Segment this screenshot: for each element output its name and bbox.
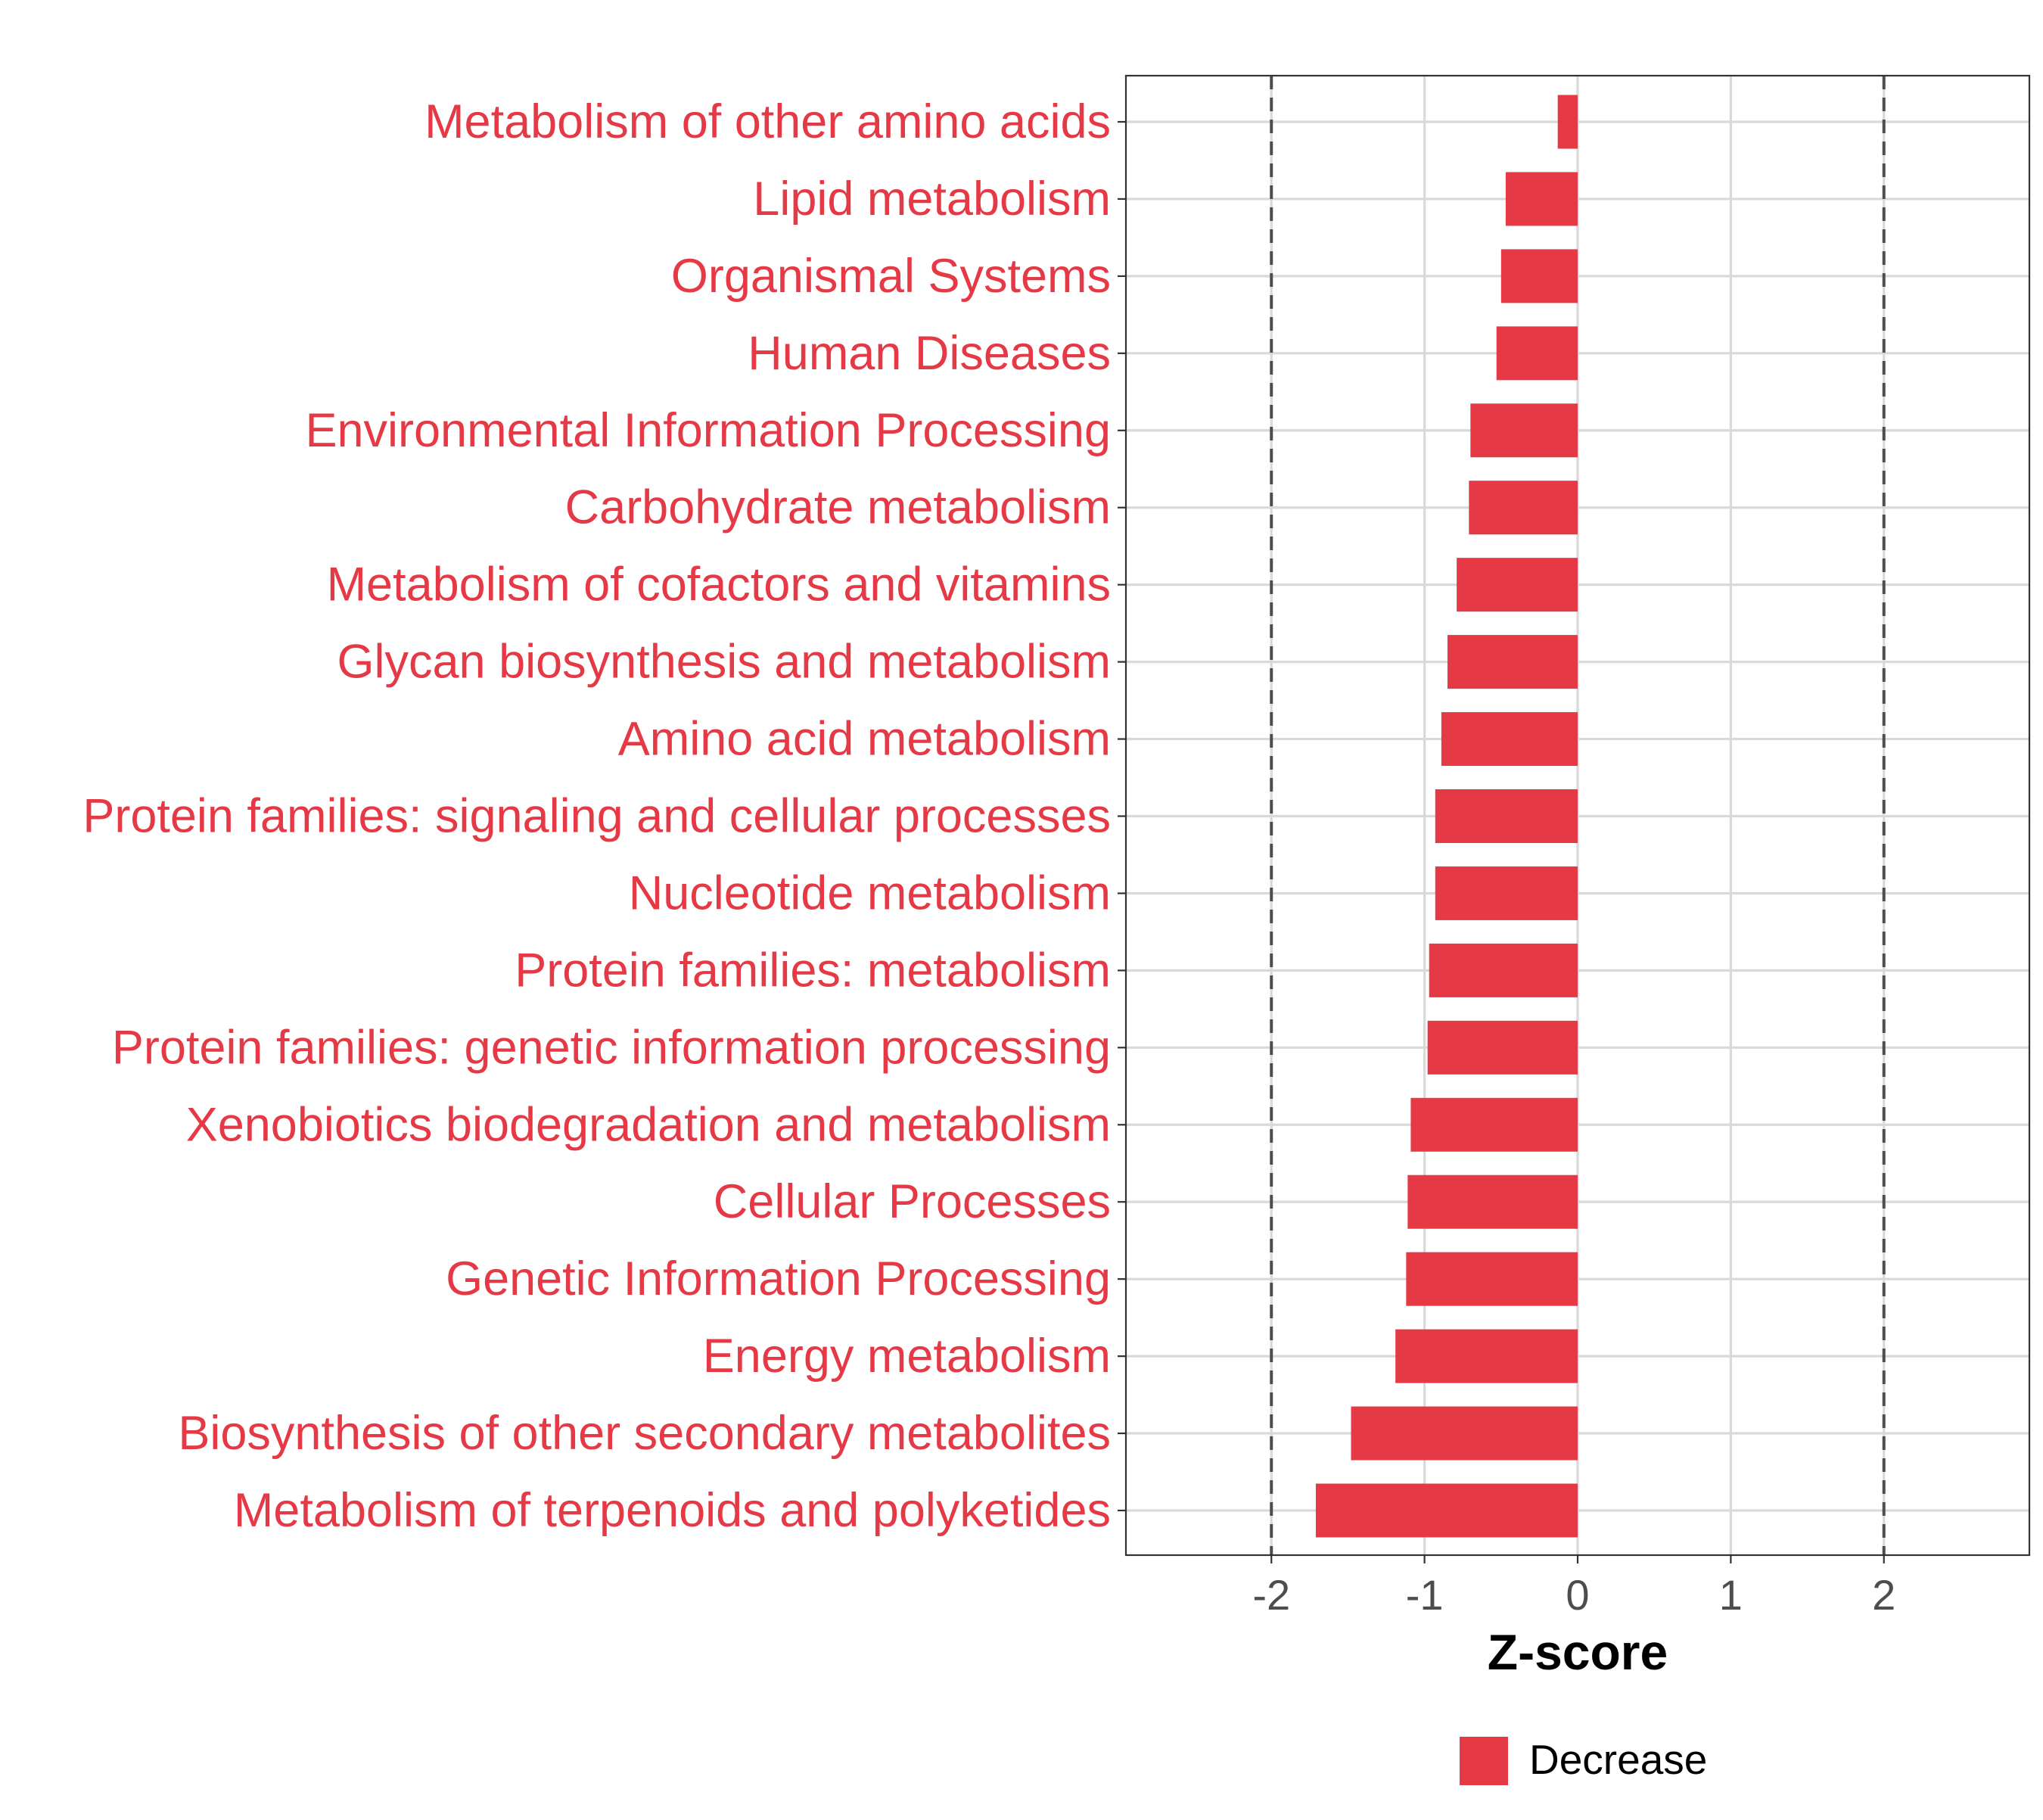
bar <box>1427 1020 1578 1075</box>
bar <box>1470 403 1578 458</box>
reference-lines <box>1270 76 1886 1555</box>
category-label: Carbohydrate metabolism <box>565 481 1111 534</box>
legend-label-decrease: Decrease <box>1529 1736 1707 1783</box>
x-axis-title: Z-score <box>1488 1624 1668 1680</box>
x-axis-ticks: -2 -1 0 1 2 <box>1252 1555 1895 1619</box>
bar <box>1435 789 1578 843</box>
x-tick-label: 0 <box>1566 1571 1589 1619</box>
bar <box>1429 943 1578 997</box>
x-tick-label: 2 <box>1872 1571 1895 1619</box>
category-label: Biosynthesis of other secondary metaboli… <box>178 1407 1111 1460</box>
bar <box>1351 1406 1578 1461</box>
category-label: Genetic Information Processing <box>446 1252 1111 1305</box>
x-tick-label: -2 <box>1252 1571 1290 1619</box>
bars <box>1315 95 1578 1538</box>
category-label: Organismal Systems <box>671 250 1111 303</box>
bar <box>1410 1097 1578 1152</box>
bar <box>1406 1252 1578 1306</box>
category-label: Lipid metabolism <box>753 173 1111 226</box>
category-label: Energy metabolism <box>703 1330 1111 1383</box>
category-label: Metabolism of cofactors and vitamins <box>327 558 1111 611</box>
category-label: Glycan biosynthesis and metabolism <box>337 636 1112 689</box>
bar <box>1500 249 1578 303</box>
bar <box>1457 558 1578 612</box>
bar <box>1447 635 1578 689</box>
category-label: Protein families: metabolism <box>515 944 1111 997</box>
bar <box>1496 326 1578 381</box>
legend: Decrease <box>1460 1736 1707 1785</box>
x-tick-label: -1 <box>1406 1571 1444 1619</box>
category-label: Xenobiotics biodegradation and metabolis… <box>186 1098 1111 1151</box>
bar <box>1469 481 1578 535</box>
category-label: Nucleotide metabolism <box>629 866 1111 919</box>
bar <box>1315 1483 1578 1538</box>
category-label: Metabolism of terpenoids and polyketides <box>234 1484 1111 1537</box>
category-label: Human Diseases <box>748 327 1111 380</box>
bar <box>1441 712 1578 767</box>
category-label: Amino acid metabolism <box>618 713 1111 766</box>
legend-swatch-decrease <box>1460 1737 1508 1785</box>
category-label: Environmental Information Processing <box>305 404 1111 457</box>
bar <box>1407 1174 1578 1229</box>
bar <box>1435 866 1578 920</box>
y-axis-category-labels: Metabolism of other amino acids Lipid met… <box>82 95 1111 1537</box>
x-tick-label: 1 <box>1719 1571 1743 1619</box>
bar <box>1505 172 1578 226</box>
category-label: Protein families: signaling and cellular… <box>82 790 1111 843</box>
category-label: Cellular Processes <box>714 1175 1111 1228</box>
y-axis-ticks <box>1118 120 1126 1512</box>
bar <box>1557 95 1578 149</box>
category-label: Metabolism of other amino acids <box>424 95 1111 148</box>
category-label: Protein families: genetic information pr… <box>112 1021 1111 1074</box>
bar <box>1395 1329 1578 1383</box>
